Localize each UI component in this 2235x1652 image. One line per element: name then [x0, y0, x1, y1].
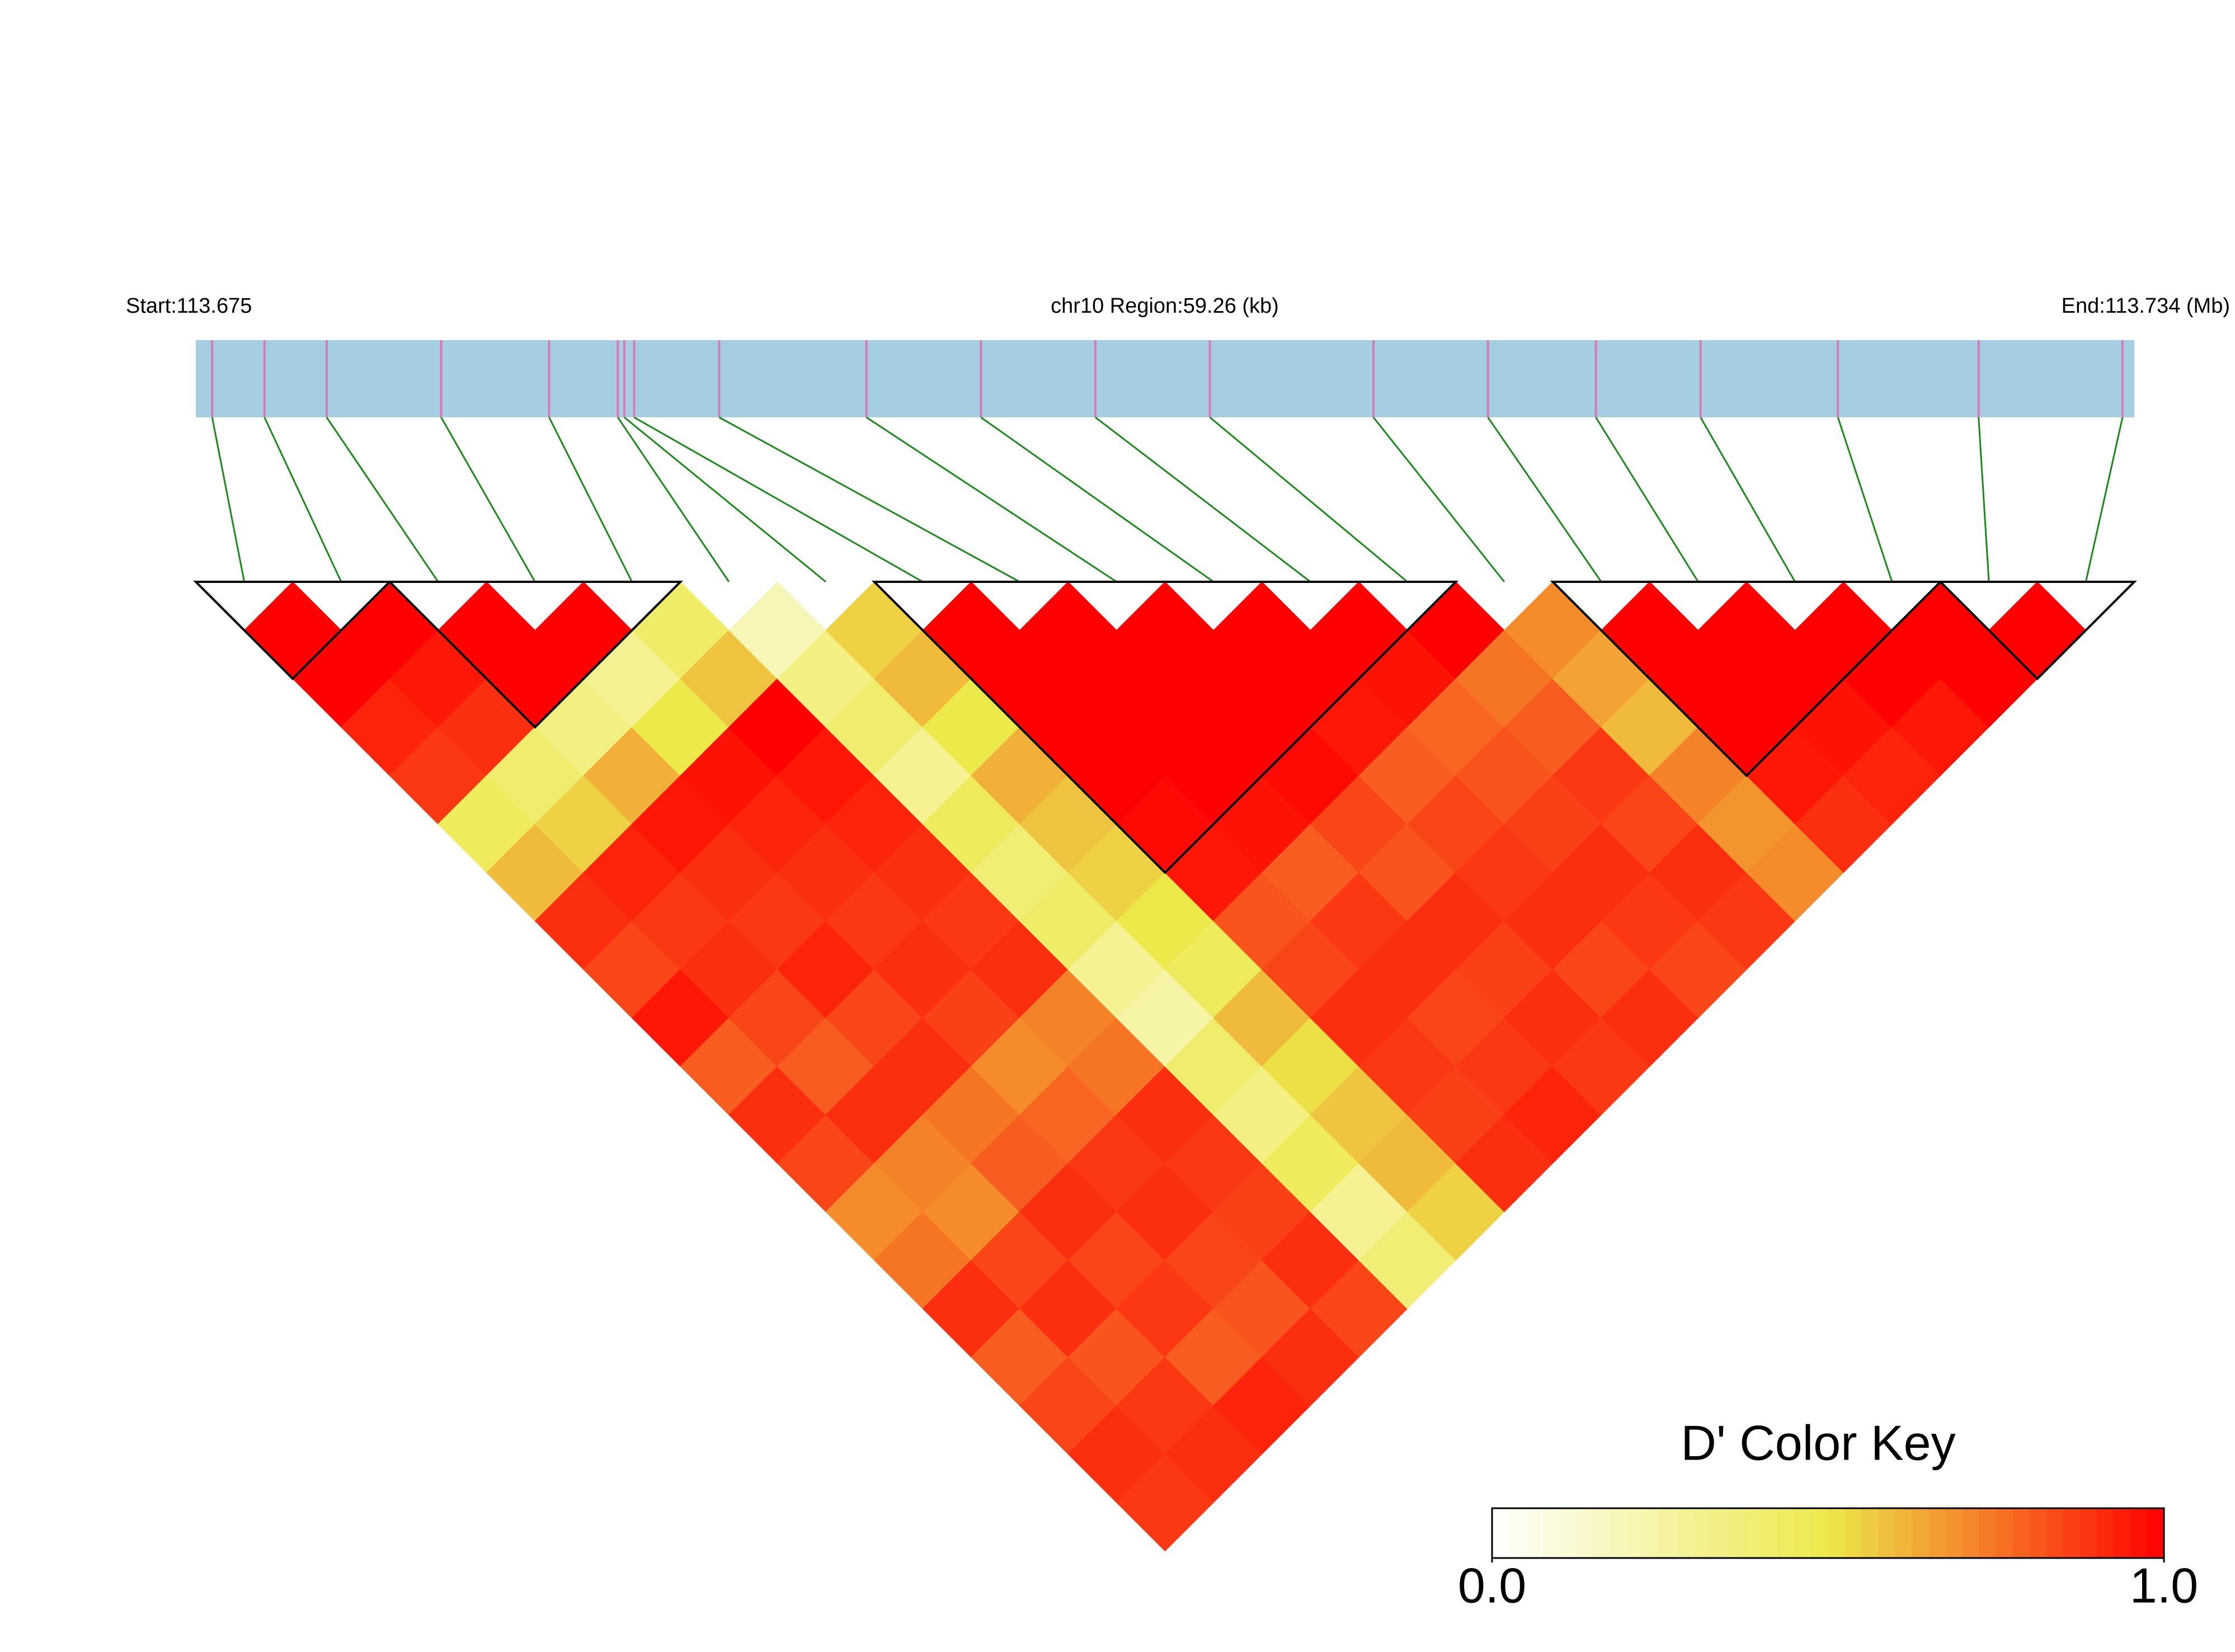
color-key-swatch [2029, 1508, 2047, 1558]
color-key-swatch [1610, 1508, 1627, 1558]
color-key-swatch [1794, 1508, 1812, 1558]
position-bar [196, 340, 2134, 417]
snp-connector [2085, 417, 2124, 582]
color-key-swatch [1811, 1508, 1829, 1558]
snp-connector [1978, 417, 1990, 582]
snp-connector [718, 416, 1020, 583]
snp-connector [548, 417, 633, 582]
snp-connector [211, 417, 246, 582]
color-key-swatch [2096, 1508, 2114, 1558]
color-key-swatch [2113, 1508, 2131, 1558]
color-key-swatch [1660, 1508, 1678, 1558]
color-key-swatch [1996, 1508, 2013, 1558]
color-key-swatch [1878, 1508, 1896, 1558]
snp-connector [980, 416, 1214, 583]
color-key-swatch [1912, 1508, 1930, 1558]
ld-block [387, 581, 684, 729]
color-key-swatch [1962, 1508, 1980, 1558]
snp-connector [633, 416, 924, 583]
color-key-swatch [1509, 1508, 1527, 1558]
color-key-swatch [1643, 1508, 1661, 1558]
color-key-swatch [2130, 1508, 2148, 1558]
color-key-swatch [1693, 1508, 1711, 1558]
snp-connector [1700, 417, 1796, 582]
snp-connector [624, 416, 827, 583]
snp-connector [1372, 417, 1505, 582]
color-key-swatch [2063, 1508, 2081, 1558]
snp-connector [1487, 417, 1602, 582]
snp-connector [264, 417, 342, 582]
color-key-frame [1491, 1507, 2165, 1559]
snp-connector [865, 416, 1117, 583]
snp-connector [1209, 416, 1408, 583]
color-key-swatch [1979, 1508, 1997, 1558]
color-key-swatch [2079, 1508, 2097, 1558]
color-key-swatch [1677, 1508, 1695, 1558]
snp-connector [440, 417, 536, 582]
color-key-swatch [1828, 1508, 1846, 1558]
color-key-swatch [1626, 1508, 1644, 1558]
snp-connector [1595, 417, 1699, 582]
color-key-swatch [2147, 1508, 2165, 1558]
start-label: Start:113.675 [126, 294, 252, 318]
color-key-swatch [1861, 1508, 1879, 1558]
color-key-label: 1.0 [2130, 1557, 2198, 1613]
color-key-swatch [1845, 1508, 1862, 1558]
color-key-swatch [1559, 1508, 1577, 1558]
region-label: chr10 Region:59.26 (kb) [1051, 294, 1279, 318]
color-key-swatch [2046, 1508, 2064, 1558]
color-key-swatch [1593, 1508, 1611, 1558]
color-key-swatch [1710, 1508, 1728, 1558]
color-key-swatch [1777, 1508, 1795, 1558]
color-key-swatch [2012, 1508, 2030, 1558]
legend-title: D' Color Key [1681, 1415, 1955, 1470]
color-key-swatch [1761, 1508, 1778, 1558]
color-key-swatch [1526, 1508, 1544, 1558]
color-key-swatch [1576, 1508, 1594, 1558]
snp-connector [617, 417, 730, 582]
snp-connector [326, 417, 439, 582]
color-key-swatch [1492, 1508, 1510, 1558]
color-key-swatch [1945, 1508, 1963, 1558]
ld-block [1550, 581, 1944, 778]
color-key-swatch [1727, 1508, 1745, 1558]
color-key-swatch [1928, 1508, 1946, 1558]
end-label: End:113.734 (Mb) [2062, 294, 2230, 318]
ld-block [193, 581, 393, 681]
color-key-swatch [1744, 1508, 1762, 1558]
color-key-swatch [1542, 1508, 1560, 1558]
snp-connector [1095, 416, 1311, 583]
snp-connector [1837, 417, 1893, 582]
color-key-label: 0.0 [1458, 1557, 1526, 1613]
ld-block [871, 581, 1459, 874]
ld-block [1937, 581, 2137, 681]
color-key-swatch [1895, 1508, 1913, 1558]
